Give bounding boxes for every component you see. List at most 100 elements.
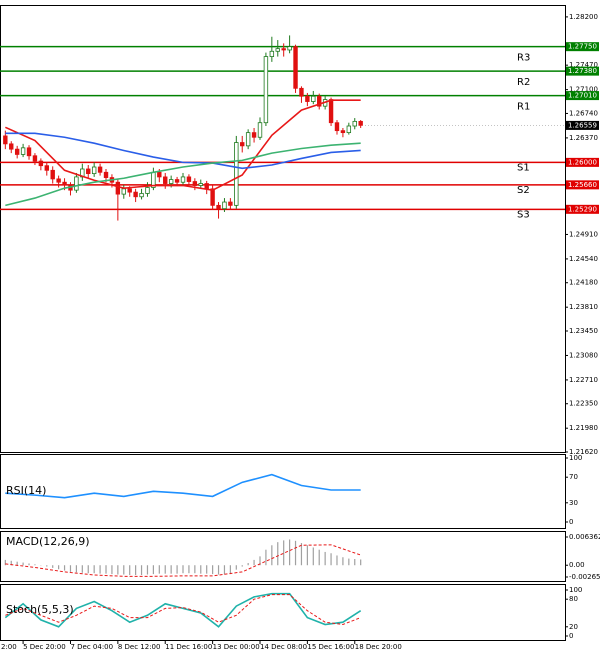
candle-body (127, 188, 132, 193)
candle-body (103, 171, 109, 178)
indicator-line (4, 592, 362, 628)
candle-body (269, 50, 275, 57)
candle-body (334, 122, 340, 132)
last-price-label: 1.26559 (568, 121, 597, 129)
histogram-bar (58, 565, 60, 570)
histogram-bar (312, 547, 314, 566)
indicator-line (5, 142, 361, 207)
x-tick-label: 11 Dec 16:00 (165, 643, 212, 651)
candle-body (340, 130, 346, 134)
histogram-bar (360, 559, 362, 566)
candle-body (352, 120, 357, 127)
level-tag-label: 1.27010 (568, 92, 597, 100)
candle-body (145, 187, 150, 194)
histogram-bar (4, 559, 6, 566)
candle-body (32, 155, 38, 162)
histogram-bar (241, 565, 243, 567)
candle-body (328, 99, 334, 124)
histogram-bar (194, 565, 196, 574)
candle-body (180, 176, 186, 183)
y-tick-label: 0 (569, 518, 573, 526)
x-tick-label: 7 Dec 04:00 (70, 643, 113, 651)
y-tick-label: 1.21980 (569, 424, 598, 432)
histogram-bar (212, 565, 214, 575)
histogram-bar (81, 565, 83, 573)
candle-body (275, 48, 280, 52)
level-tag (566, 42, 599, 52)
histogram-bar (28, 563, 30, 566)
level-tag (566, 91, 599, 101)
histogram-bar (182, 565, 184, 574)
candle-body (163, 176, 168, 184)
main-panel (0, 5, 566, 453)
histogram-bar (235, 565, 237, 570)
histogram-bar (10, 560, 12, 566)
candle-body (234, 142, 239, 206)
histogram-bar (271, 545, 273, 566)
rsi-panel (0, 454, 566, 529)
candle-body (97, 166, 103, 173)
histogram-bar (16, 561, 18, 566)
candle-body (157, 171, 162, 178)
histogram-bar (265, 549, 267, 566)
panel-title: Stoch(5,5,3) (6, 603, 74, 616)
y-tick-label: 1.23080 (569, 351, 598, 359)
histogram-bar (223, 565, 226, 575)
level-tag-label: 1.25660 (568, 181, 597, 189)
candle-body (317, 95, 322, 107)
histogram-bar (342, 557, 344, 566)
candle-body (346, 125, 352, 134)
histogram-bar (93, 565, 95, 574)
level-tag-label: 1.25290 (568, 205, 597, 213)
y-tick-label: 1.26740 (569, 109, 598, 117)
histogram-bar (294, 540, 297, 566)
histogram-bar (306, 545, 308, 566)
candle-body (287, 46, 292, 51)
candle-body (257, 122, 263, 138)
candle-body (281, 48, 286, 51)
candle-body (74, 176, 79, 191)
histogram-bar (200, 565, 202, 574)
candle-body (305, 95, 310, 102)
histogram-bar (99, 565, 101, 574)
x-tick-label: 2:00 (1, 643, 17, 651)
candle-body (168, 179, 174, 184)
histogram-bar (206, 565, 208, 574)
y-tick-label: 1.28200 (569, 13, 598, 21)
indicator-line (5, 132, 361, 170)
x-tick-label: 8 Dec 12:00 (118, 643, 161, 651)
histogram-bar (152, 565, 154, 575)
candle-body (115, 181, 121, 195)
y-tick-label: 100 (569, 586, 582, 594)
y-tick-label: 1.22350 (569, 400, 598, 408)
level-tag-label: 1.26000 (568, 158, 597, 166)
histogram-bar (146, 565, 149, 575)
histogram-bar (117, 565, 119, 575)
candle-body (38, 160, 44, 167)
candle-body (121, 188, 126, 195)
plot-area (4, 539, 362, 577)
panel-title: MACD(12,26,9) (6, 535, 90, 548)
y-tick-label: 1.23450 (569, 327, 598, 335)
x-tick-label: 15 Dec 16:00 (307, 643, 354, 651)
histogram-bar (330, 553, 332, 566)
histogram-bar (259, 556, 261, 566)
y-tick-label: 1.23810 (569, 303, 598, 311)
histogram-bar (34, 564, 36, 566)
candle-body (133, 191, 138, 198)
candle-body (26, 147, 32, 157)
histogram-bar (111, 565, 113, 575)
y-tick-label: 1.24540 (569, 255, 598, 263)
candle-body (14, 148, 20, 155)
y-tick-label: 1.26370 (569, 134, 598, 142)
candle-body (86, 168, 91, 175)
candle-body (358, 120, 363, 126)
panel-title: RSI(14) (6, 484, 46, 497)
macd-panel (0, 531, 566, 582)
histogram-bar (229, 565, 231, 575)
histogram-bar (52, 565, 54, 568)
candle-body (240, 142, 245, 147)
candle-body (139, 193, 144, 198)
histogram-bar (324, 551, 326, 566)
